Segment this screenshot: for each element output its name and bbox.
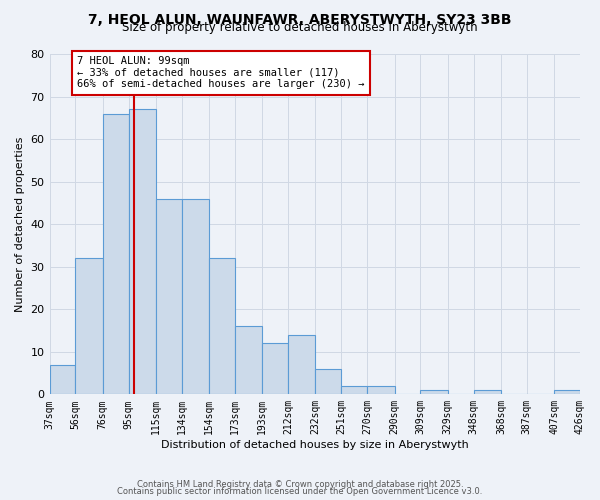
- Bar: [288, 335, 316, 394]
- Bar: [235, 326, 262, 394]
- Text: Contains public sector information licensed under the Open Government Licence v3: Contains public sector information licen…: [118, 487, 482, 496]
- Y-axis label: Number of detached properties: Number of detached properties: [15, 136, 25, 312]
- Bar: [367, 386, 395, 394]
- Bar: [262, 344, 288, 394]
- Bar: [473, 390, 501, 394]
- Bar: [50, 364, 76, 394]
- Bar: [128, 110, 156, 395]
- Bar: [182, 198, 209, 394]
- Bar: [103, 114, 128, 394]
- Bar: [341, 386, 367, 394]
- Text: Size of property relative to detached houses in Aberystwyth: Size of property relative to detached ho…: [122, 22, 478, 35]
- Text: Contains HM Land Registry data © Crown copyright and database right 2025.: Contains HM Land Registry data © Crown c…: [137, 480, 463, 489]
- Bar: [76, 258, 103, 394]
- X-axis label: Distribution of detached houses by size in Aberystwyth: Distribution of detached houses by size …: [161, 440, 469, 450]
- Bar: [209, 258, 235, 394]
- Text: 7, HEOL ALUN, WAUNFAWR, ABERYSTWYTH, SY23 3BB: 7, HEOL ALUN, WAUNFAWR, ABERYSTWYTH, SY2…: [88, 12, 512, 26]
- Bar: [554, 390, 580, 394]
- Bar: [421, 390, 448, 394]
- Bar: [156, 198, 182, 394]
- Bar: [316, 369, 341, 394]
- Text: 7 HEOL ALUN: 99sqm
← 33% of detached houses are smaller (117)
66% of semi-detach: 7 HEOL ALUN: 99sqm ← 33% of detached hou…: [77, 56, 364, 90]
